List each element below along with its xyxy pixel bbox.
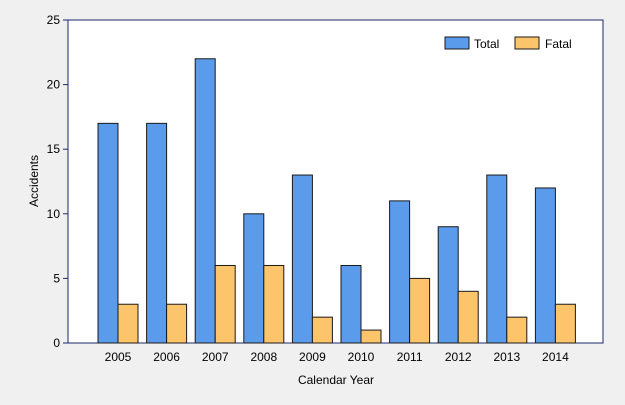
bar-fatal-2006 (166, 303, 188, 344)
x-axis-title: Calendar Year (298, 373, 374, 387)
y-tick-label: 0 (53, 336, 60, 350)
bar-fatal-2008 (263, 264, 285, 344)
legend-swatch-total (444, 36, 470, 50)
bar-total-2009 (291, 174, 313, 344)
bar-total-2010 (340, 264, 362, 344)
bar-fatal-2005 (117, 303, 139, 344)
y-tick-label: 10 (47, 207, 61, 221)
legend-swatch-fatal (514, 36, 540, 50)
bar-total-2008 (243, 213, 265, 344)
bar-total-2014 (534, 187, 556, 344)
y-tick-label: 5 (53, 271, 60, 285)
x-tick-label: 2010 (348, 350, 375, 364)
y-tick-label: 20 (47, 78, 61, 92)
y-tick-label: 25 (47, 13, 61, 27)
x-tick-label: 2012 (445, 350, 472, 364)
y-axis-title: Accidents (27, 155, 41, 207)
x-tick-label: 2008 (250, 350, 277, 364)
x-tick-label: 2006 (153, 350, 180, 364)
x-tick-label: 2014 (542, 350, 569, 364)
x-tick-label: 2011 (397, 350, 423, 364)
legend-label-fatal: Fatal (545, 37, 572, 51)
bar-fatal-2011 (409, 277, 431, 344)
bars-group (97, 58, 576, 344)
legend-label-total: Total (474, 37, 499, 51)
bar-fatal-2010 (360, 329, 382, 344)
bar-total-2007 (194, 58, 216, 344)
x-axis: 2005 2006 2007 2008 2009 2010 2011 2012 2013 2014 (105, 350, 569, 364)
bar-fatal-2012 (457, 290, 479, 344)
bar-fatal-2007 (214, 264, 236, 344)
legend: Total Fatal (444, 36, 572, 51)
x-tick-label: 2007 (202, 350, 229, 364)
bar-total-2005 (97, 122, 119, 344)
x-tick-label: 2009 (299, 350, 326, 364)
bar-fatal-2014 (554, 303, 576, 344)
x-tick-label: 2013 (493, 350, 520, 364)
bar-fatal-2013 (506, 316, 528, 344)
bar-total-2011 (389, 200, 411, 344)
y-tick-label: 15 (47, 142, 61, 156)
bar-fatal-2009 (311, 316, 333, 344)
x-tick-label: 2005 (105, 350, 132, 364)
y-axis: 0 5 10 15 20 25 (47, 13, 68, 350)
bar-total-2013 (486, 174, 508, 344)
bar-total-2006 (146, 122, 168, 344)
bar-total-2012 (437, 226, 459, 344)
